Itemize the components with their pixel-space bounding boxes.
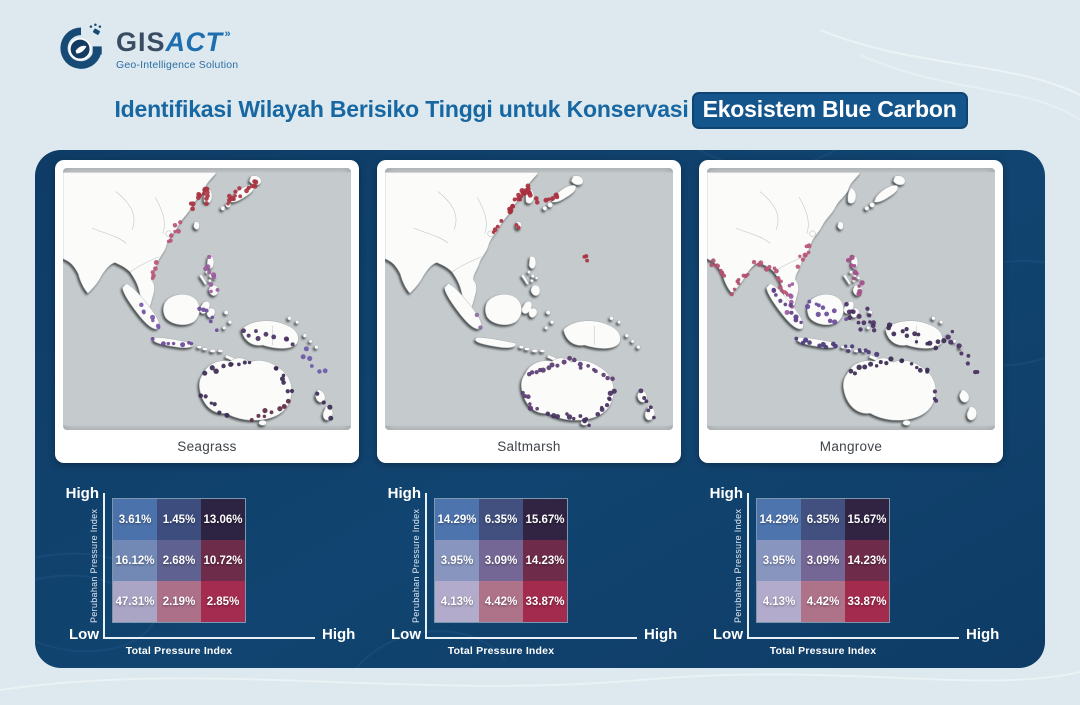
- heatmap-cell: 14.29%: [757, 499, 801, 540]
- heatmap-matrix-mangrove: 14.29% 6.35% 15.67% 3.95% 3.09% 14.23% 4.13% 4.…: [756, 498, 890, 623]
- x-axis-title: Total Pressure Index: [447, 645, 555, 657]
- heatmap-saltmarsh: High Perubahan Pressure Index 14.29% 6.35…: [377, 485, 681, 663]
- heatmap-cell: 47.31%: [113, 581, 157, 622]
- y-axis-line: [747, 493, 749, 637]
- x-axis-title: Total Pressure Index: [125, 645, 233, 657]
- map-card-label-seagrass: Seagrass: [177, 438, 237, 454]
- axis-low-label: Low: [69, 626, 99, 643]
- heatmap-cell: 33.87%: [523, 581, 567, 622]
- axis-low-label: Low: [713, 626, 743, 643]
- y-axis-high-label: High: [65, 485, 99, 502]
- logo-gis: GIS: [116, 27, 166, 57]
- map-seagrass: [63, 168, 351, 430]
- heatmap-matrix-seagrass: 3.61% 1.45% 13.06% 16.12% 2.68% 10.72% 47.31% 2…: [112, 498, 246, 623]
- logo-tagline: Geo-Intelligence Solution: [116, 59, 239, 71]
- map-card-saltmarsh: Saltmarsh: [377, 160, 681, 463]
- title-highlight: Ekosistem Blue Carbon: [693, 94, 966, 127]
- heatmap-cell: 3.95%: [757, 540, 801, 581]
- x-axis-line: [103, 637, 315, 639]
- gisact-logo: GIS ACT» Geo-Intelligence Solution: [54, 22, 238, 78]
- map-cards-row: Seagrass Saltmarsh: [35, 150, 1045, 463]
- heatmap-cell: 14.23%: [523, 540, 567, 581]
- x-axis-high-label: High: [966, 626, 1000, 643]
- x-axis-title: Total Pressure Index: [769, 645, 877, 657]
- risk-dots-seagrass: [139, 179, 334, 422]
- heatmap-cell: 14.29%: [435, 499, 479, 540]
- heatmap-mangrove: High Perubahan Pressure Index 14.29% 6.35…: [699, 485, 1003, 663]
- risk-dots-saltmarsh: [474, 183, 656, 428]
- heatmap-cell: 16.12%: [113, 540, 157, 581]
- map-card-seagrass: Seagrass: [55, 160, 359, 463]
- y-axis-high-label: High: [709, 485, 743, 502]
- x-axis-line: [425, 637, 637, 639]
- axis-low-label: Low: [391, 626, 421, 643]
- heatmap-matrix-saltmarsh: 14.29% 6.35% 15.67% 3.95% 3.09% 14.23% 4.13% 4.…: [434, 498, 568, 623]
- risk-dots-mangrove: [709, 243, 980, 403]
- map-card-label-mangrove: Mangrove: [819, 438, 883, 454]
- heatmap-cell: 15.67%: [845, 499, 889, 540]
- map-saltmarsh: [385, 168, 673, 430]
- main-panel: Seagrass Saltmarsh: [35, 150, 1045, 668]
- heatmap-cell: 2.85%: [201, 581, 245, 622]
- map-mangrove: [707, 168, 995, 430]
- heatmap-cell: 4.13%: [757, 581, 801, 622]
- heatmap-cell: 33.87%: [845, 581, 889, 622]
- heatmap-cell: 1.45%: [157, 499, 201, 540]
- y-axis-title: Perubahan Pressure Index: [411, 508, 421, 624]
- heatmap-cell: 15.67%: [523, 499, 567, 540]
- x-axis-high-label: High: [322, 626, 356, 643]
- heatmap-cell: 14.23%: [845, 540, 889, 581]
- heatmap-seagrass: High Perubahan Pressure Index 3.61% 1.45%…: [55, 485, 359, 663]
- map-card-mangrove: Mangrove: [699, 160, 1003, 463]
- y-axis-line: [425, 493, 427, 637]
- logo-act: ACT: [165, 27, 223, 57]
- heatmap-cell: 2.19%: [157, 581, 201, 622]
- y-axis-title: Perubahan Pressure Index: [733, 508, 743, 624]
- page-title: Identifikasi Wilayah Berisiko Tinggi unt…: [0, 94, 1080, 127]
- heatmap-cell: 3.09%: [801, 540, 845, 581]
- heatmap-cell: 13.06%: [201, 499, 245, 540]
- x-axis-line: [747, 637, 959, 639]
- heatmap-cell: 3.09%: [479, 540, 523, 581]
- heatmap-cell: 6.35%: [479, 499, 523, 540]
- heatmap-cell: 10.72%: [201, 540, 245, 581]
- y-axis-high-label: High: [387, 485, 421, 502]
- heatmap-cell: 3.61%: [113, 499, 157, 540]
- gisact-logo-icon: [60, 23, 102, 69]
- logo-suffix: »: [224, 28, 231, 40]
- x-axis-high-label: High: [644, 626, 678, 643]
- heatmap-cell: 4.42%: [479, 581, 523, 622]
- title-prefix: Identifikasi Wilayah Berisiko Tinggi unt…: [114, 96, 689, 122]
- heatmap-cell: 3.95%: [435, 540, 479, 581]
- heatmaps-row: High Perubahan Pressure Index 3.61% 1.45%…: [35, 463, 1045, 663]
- heatmap-cell: 2.68%: [157, 540, 201, 581]
- header: GIS ACT» Geo-Intelligence Solution Identi…: [0, 0, 1080, 150]
- logo-text: GIS ACT» Geo-Intelligence Solution: [116, 27, 239, 72]
- heatmap-cell: 6.35%: [801, 499, 845, 540]
- heatmap-cell: 4.13%: [435, 581, 479, 622]
- y-axis-line: [103, 493, 105, 637]
- map-card-label-saltmarsh: Saltmarsh: [497, 438, 561, 454]
- heatmap-cell: 4.42%: [801, 581, 845, 622]
- y-axis-title: Perubahan Pressure Index: [89, 508, 99, 624]
